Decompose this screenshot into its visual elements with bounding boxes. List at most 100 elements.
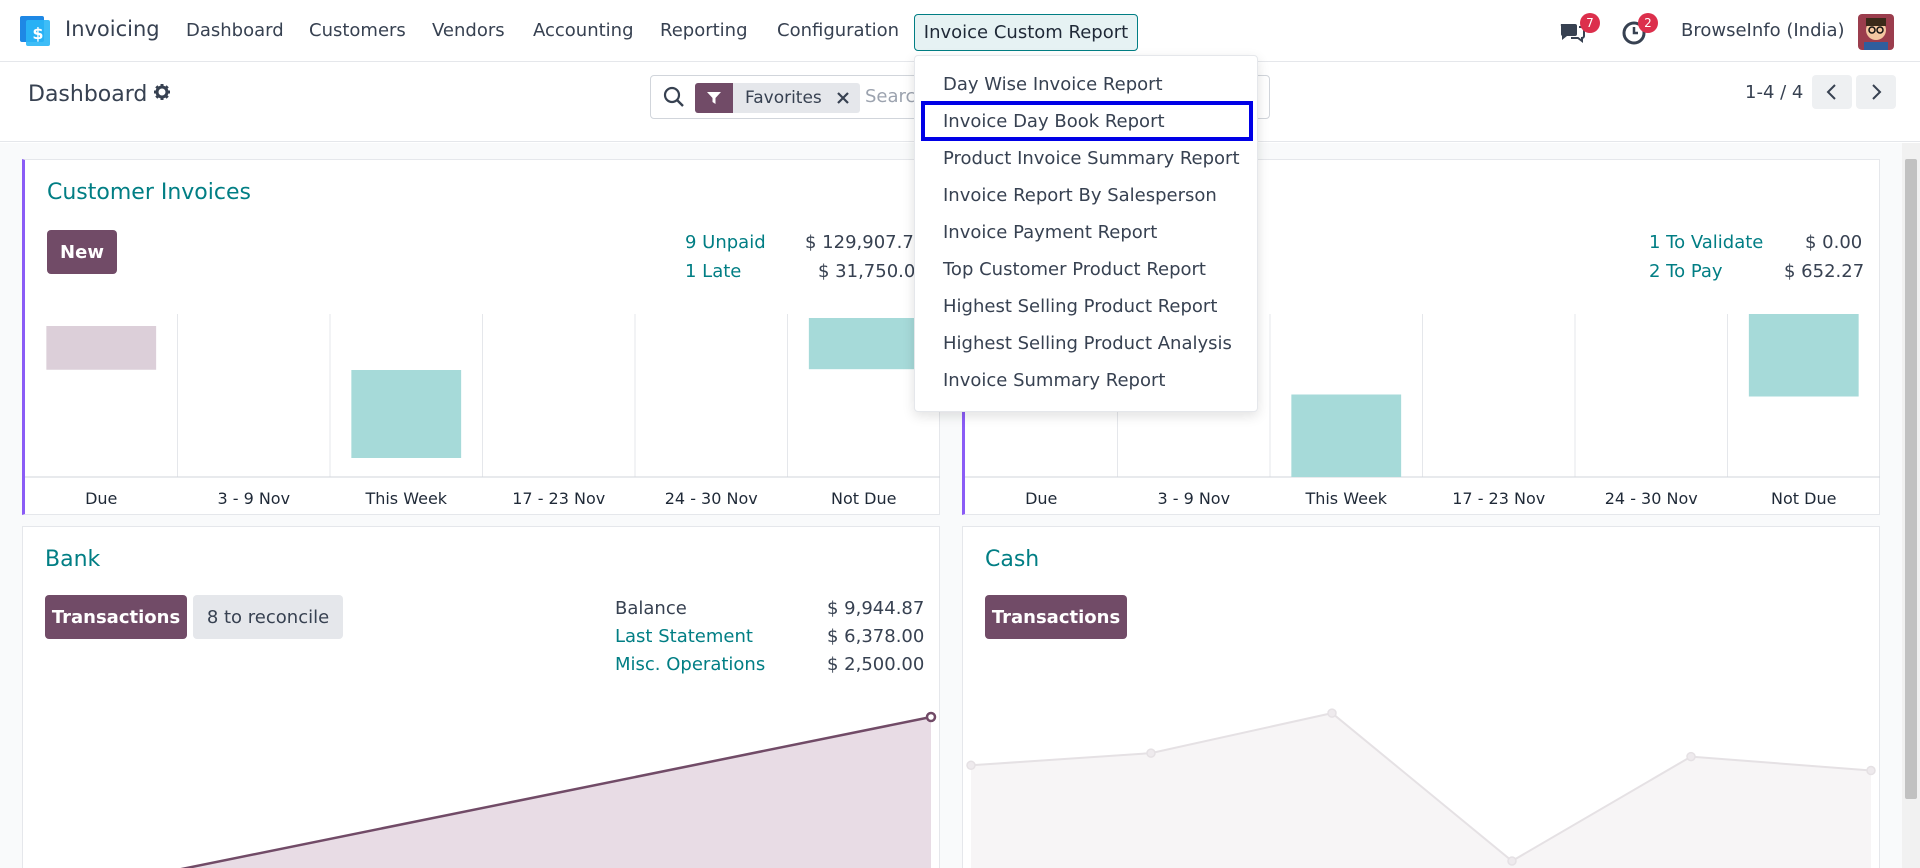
to-validate-link[interactable]: 1 To Validate — [1649, 232, 1764, 253]
company-switcher[interactable]: BrowseInfo (India) — [1681, 20, 1845, 41]
bar-not-due — [1748, 314, 1859, 397]
bank-area-chart — [180, 711, 937, 868]
facet-label: Favorites — [745, 88, 822, 108]
bank-card: Bank Transactions 8 to reconcile Balance… — [22, 526, 940, 868]
pager-previous-button[interactable] — [1812, 75, 1852, 109]
top-navbar: $ Invoicing Dashboard Customers Vendors … — [0, 0, 1920, 62]
cash-point — [966, 760, 976, 771]
unpaid-amount: $ 129,907.75 — [805, 232, 926, 253]
pager-next-button[interactable] — [1856, 75, 1896, 109]
tick-label: 24 - 30 Nov — [665, 489, 758, 508]
page-title: Dashboard — [28, 82, 148, 107]
customer-invoices-chart: Due 3 - 9 Nov This Week 17 - 23 Nov 24 - 30 … — [25, 310, 940, 515]
bank-transactions-button[interactable]: Transactions — [45, 595, 187, 639]
cash-point — [1327, 708, 1337, 718]
app-name[interactable]: Invoicing — [65, 17, 160, 41]
messages-badge: 7 — [1580, 13, 1600, 33]
tick-label: This Week — [1304, 489, 1387, 508]
new-invoice-button[interactable]: New — [47, 230, 117, 274]
cash-point — [1146, 748, 1156, 758]
scroll-thumb[interactable] — [1905, 159, 1917, 799]
bar-due — [46, 326, 157, 370]
last-statement-amount: $ 6,378.00 — [827, 626, 925, 647]
cash-transactions-button[interactable]: Transactions — [985, 595, 1127, 639]
menu-item-invoice-summary-report[interactable]: Invoice Summary Report — [943, 370, 1166, 391]
tick-label: Not Due — [831, 489, 896, 508]
cash-area-fill — [971, 713, 1871, 868]
misc-operations-amount: $ 2,500.00 — [827, 654, 925, 675]
bank-point — [925, 711, 937, 723]
bank-area-fill — [186, 717, 931, 868]
gear-icon[interactable] — [153, 82, 171, 107]
bar-this-week — [1291, 394, 1402, 477]
menu-accounting[interactable]: Accounting — [533, 20, 634, 41]
user-avatar[interactable] — [1858, 14, 1894, 50]
balance-amount: $ 9,944.87 — [827, 598, 925, 619]
filter-icon — [695, 83, 733, 113]
tick-label: Not Due — [1771, 489, 1836, 508]
tick-label: 17 - 23 Nov — [1452, 489, 1545, 508]
last-statement-link[interactable]: Last Statement — [615, 626, 753, 647]
tick-label: This Week — [364, 489, 447, 508]
card-title[interactable]: Bank — [45, 547, 101, 572]
menu-customers[interactable]: Customers — [309, 20, 406, 41]
activity-clock-icon[interactable] — [1621, 18, 1649, 46]
invoicing-app-icon[interactable]: $ — [20, 16, 52, 46]
menu-item-invoice-day-book-report[interactable]: Invoice Day Book Report — [943, 111, 1165, 132]
vendor-bills-chart: Due 3 - 9 Nov This Week 17 - 23 Nov 24 - 30 … — [965, 310, 1880, 515]
menu-dashboard[interactable]: Dashboard — [186, 20, 284, 41]
activities-badge: 2 — [1638, 13, 1658, 33]
favorites-facet: Favorites — [695, 83, 860, 113]
menu-item-highest-selling-product-analysis[interactable]: Highest Selling Product Analysis — [943, 333, 1232, 354]
customer-invoices-bar-chart: Due 3 - 9 Nov This Week 17 - 23 Nov 24 - 30 … — [25, 314, 940, 508]
cash-point — [1866, 765, 1876, 776]
bar-not-due — [808, 318, 919, 370]
tick-label: 3 - 9 Nov — [217, 489, 290, 508]
cash-chart — [963, 647, 1878, 868]
late-link[interactable]: 1 Late — [685, 261, 742, 282]
menu-configuration[interactable]: Configuration — [777, 20, 900, 41]
menu-item-product-invoice-summary-report[interactable]: Product Invoice Summary Report — [943, 148, 1240, 169]
card-title[interactable]: Cash — [985, 547, 1040, 572]
to-pay-link[interactable]: 2 To Pay — [1649, 261, 1723, 282]
menu-vendors[interactable]: Vendors — [432, 20, 505, 41]
menu-item-invoice-report-by-salesperson[interactable]: Invoice Report By Salesperson — [943, 185, 1217, 206]
unpaid-link[interactable]: 9 Unpaid — [685, 232, 766, 253]
cash-line-chart — [966, 708, 1876, 868]
menu-item-highest-selling-product-report[interactable]: Highest Selling Product Report — [943, 296, 1218, 317]
tick-label: Due — [1025, 489, 1057, 508]
cash-line — [970, 712, 1872, 863]
search-icon[interactable] — [663, 86, 685, 108]
balance-label: Balance — [615, 598, 687, 619]
bar-this-week — [351, 370, 462, 458]
breadcrumb: Dashboard — [28, 82, 171, 107]
card-title[interactable]: Customer Invoices — [47, 180, 251, 205]
customer-invoices-card: Customer Invoices New 9 Unpaid $ 129,907… — [22, 159, 940, 515]
tick-label: Due — [85, 489, 117, 508]
to-pay-amount: $ 652.27 — [1784, 261, 1865, 282]
bank-chart — [23, 687, 938, 868]
highlight-box — [921, 101, 1253, 141]
pager-value[interactable]: 1-4 / 4 — [1745, 82, 1804, 103]
menu-invoice-custom-report[interactable]: Invoice Custom Report — [914, 14, 1138, 51]
menu-reporting[interactable]: Reporting — [660, 20, 748, 41]
reconcile-button[interactable]: 8 to reconcile — [193, 595, 343, 639]
vendor-bills-bar-chart: Due 3 - 9 Nov This Week 17 - 23 Nov 24 - 30 … — [965, 314, 1880, 508]
menu-item-day-wise-invoice-report[interactable]: Day Wise Invoice Report — [943, 74, 1163, 95]
tick-label: 17 - 23 Nov — [512, 489, 605, 508]
misc-operations-link[interactable]: Misc. Operations — [615, 654, 766, 675]
cash-point — [1507, 856, 1517, 866]
cash-point — [1686, 751, 1696, 762]
tick-label: 24 - 30 Nov — [1605, 489, 1698, 508]
late-amount: $ 31,750.00 — [818, 261, 927, 282]
cash-card: Cash Transactions — [962, 526, 1880, 868]
bank-line — [180, 715, 932, 868]
to-validate-amount: $ 0.00 — [1805, 232, 1863, 253]
page-scrollbar[interactable] — [1902, 143, 1920, 868]
close-icon[interactable] — [830, 83, 860, 113]
invoice-custom-report-dropdown: Day Wise Invoice Report Invoice Day Book… — [914, 55, 1258, 412]
menu-item-invoice-payment-report[interactable]: Invoice Payment Report — [943, 222, 1158, 243]
tick-label: 3 - 9 Nov — [1157, 489, 1230, 508]
svg-text:$: $ — [32, 24, 43, 43]
menu-item-top-customer-product-report[interactable]: Top Customer Product Report — [943, 259, 1206, 280]
